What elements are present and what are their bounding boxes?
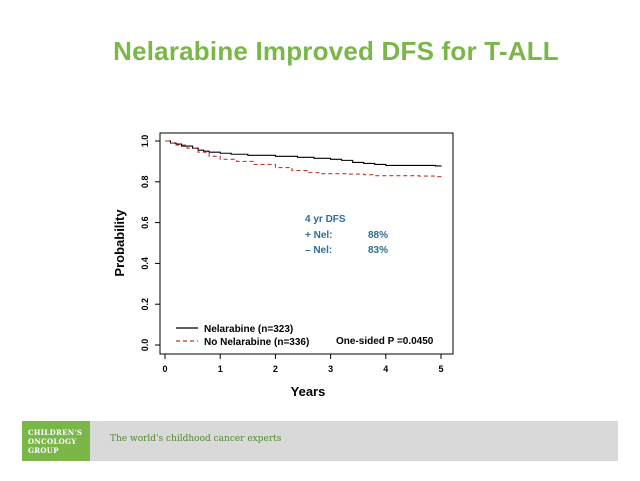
logo-line-1: CHILDREN'S — [28, 427, 83, 437]
dfs-row-nel-label: + Nel: — [305, 230, 333, 241]
x-tick-label: 1 — [218, 364, 223, 374]
x-tick-label: 4 — [383, 364, 388, 374]
series-line-nelarabine — [165, 140, 442, 167]
y-tick-label: 1.0 — [140, 135, 150, 148]
logo-line-2: ONCOLOGY — [28, 436, 77, 446]
dfs-header: 4 yr DFS — [305, 214, 346, 225]
slide-title: Nelarabine Improved DFS for T-ALL — [113, 36, 559, 66]
survival-curves — [165, 140, 442, 178]
x-tick-label: 5 — [438, 364, 443, 374]
x-tick-label: 3 — [328, 364, 333, 374]
dfs-row-no-nel-value: 83% — [368, 245, 388, 256]
plot-frame — [159, 132, 454, 355]
y-axis: 0.0 0.2 0.4 0.6 0.8 1.0 — [140, 135, 160, 352]
p-value-label: One-sided P =0.0450 — [336, 336, 434, 347]
logo-line-3: GROUP — [28, 445, 59, 455]
dfs-row-nel-value: 88% — [368, 230, 388, 241]
y-tick-label: 0.2 — [140, 298, 150, 311]
dfs-row-no-nel-label: – Nel: — [305, 245, 332, 256]
cog-logo: CHILDREN'S ONCOLOGY GROUP — [22, 421, 90, 461]
footer-bar — [22, 421, 618, 461]
series-line-no-nelarabine — [165, 140, 442, 178]
x-tick-label: 2 — [273, 364, 278, 374]
y-tick-label: 0.4 — [140, 257, 150, 270]
y-tick-label: 0.0 — [140, 339, 150, 352]
y-tick-label: 0.6 — [140, 216, 150, 229]
legend-label-no-nelarabine: No Nelarabine (n=336) — [204, 337, 309, 348]
y-axis-label: Probability — [112, 209, 127, 277]
y-tick-label: 0.8 — [140, 176, 150, 189]
footer-tagline: The world's childhood cancer experts — [110, 434, 282, 444]
x-axis: 0 1 2 3 4 5 — [162, 354, 444, 374]
legend-label-nelarabine: Nelarabine (n=323) — [204, 324, 293, 335]
x-axis-label: Years — [291, 384, 326, 399]
x-tick-label: 0 — [162, 364, 167, 374]
